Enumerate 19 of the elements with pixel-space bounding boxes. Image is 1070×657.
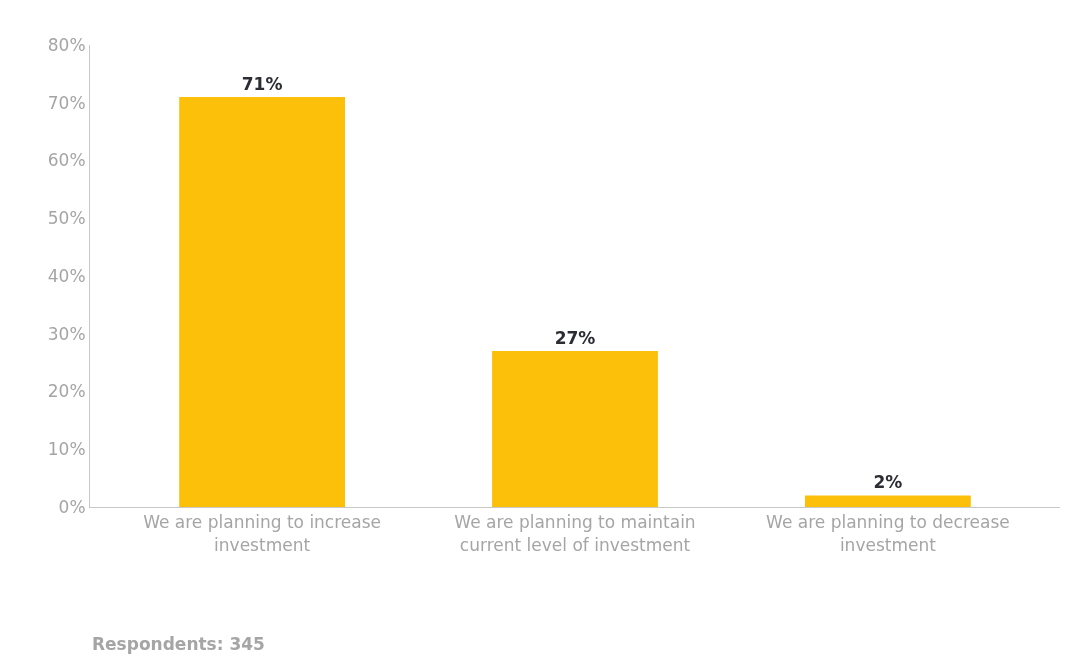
data-label: 2% [873,472,903,493]
y-tick-label: 40% [47,265,86,286]
y-tick-label: 80% [47,34,86,55]
text: Respondents: 345 [92,634,265,654]
x-tick-label: We are planning to decrease investment [766,512,1010,555]
y-tick-label: 10% [47,439,86,460]
data-label: 71% [241,73,283,94]
y-tick-label: 50% [47,208,86,229]
y-tick-label: 30% [47,323,86,344]
x-tick-label: We are planning to maintain current level of investment [454,512,696,555]
y-tick-label: 60% [47,150,86,171]
bar [179,96,346,507]
y-tick-label: 20% [47,381,86,402]
y-tick-label: 0% [58,496,86,517]
y-tick-label: 70% [47,92,86,113]
data-label: 27% [554,328,596,349]
x-tick-label: We are planning to increase investment [143,512,382,555]
bar [804,495,971,507]
bar [492,351,658,507]
